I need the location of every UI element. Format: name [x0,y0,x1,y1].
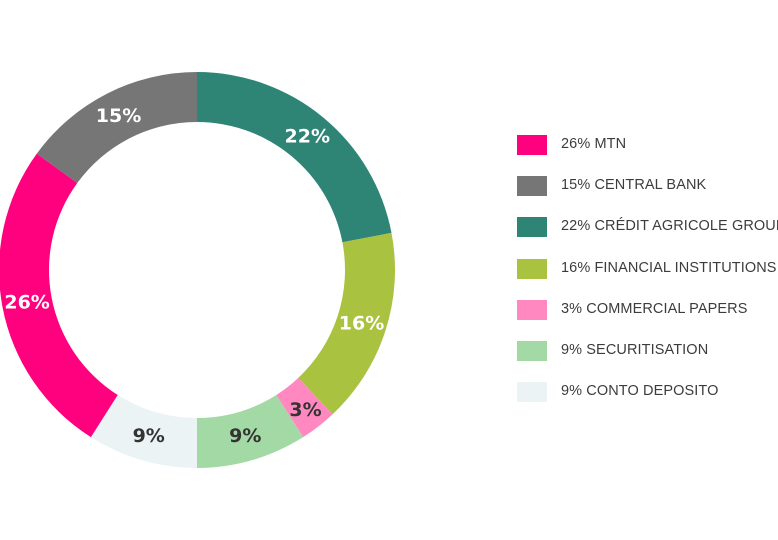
legend-swatch [517,217,547,238]
slice-financial-institutions [298,232,395,415]
slice-label-conto-deposito: 9% [133,425,165,447]
slice-label-securitisation: 9% [229,425,261,447]
legend-label: 22% CRÉDIT AGRICOLE GROUP [561,218,778,235]
legend-item: 9% CONTO DEPOSITO [517,382,778,423]
slice-central-bank [36,72,197,184]
slice-label-commercial-papers: 3% [289,399,321,421]
legend-label: 15% CENTRAL BANK [561,177,707,194]
legend-item: 22% CRÉDIT AGRICOLE GROUP [517,217,778,258]
legend-item: 9% SECURITISATION [517,340,778,382]
slice-label-financial-institutions: 16% [339,313,384,335]
slice-label-central-bank: 15% [96,105,141,127]
legend-swatch [517,135,547,155]
slice-label-mtn: 26% [4,291,49,313]
legend-label: 16% FINANCIAL INSTITUTIONS [561,259,777,276]
legend-swatch [517,382,547,403]
legend-item: 3% COMMERCIAL PAPERS [517,299,778,341]
slice-securitisation [197,394,304,468]
legend-swatch [517,176,547,197]
legend-item: 16% FINANCIAL INSTITUTIONS [517,258,778,300]
chart-legend: 26% MTN 15% CENTRAL BANK 22% CRÉDIT AGRICO… [517,135,778,423]
donut-plot: 22% 16% 3% 9% 9% 26% 15% [0,72,395,468]
legend-swatch [517,299,547,320]
slice-commercial-papers [276,377,333,438]
legend-label: 26% MTN [561,136,627,152]
slice-label-credit-agricole-group: 22% [285,126,330,148]
slice-conto-deposito [90,394,197,468]
legend-item: 15% CENTRAL BANK [517,176,778,217]
legend-label: 9% SECURITISATION [561,341,709,358]
legend-swatch [517,340,547,361]
slice-mtn [0,153,118,438]
legend-label: 9% CONTO DEPOSITO [561,383,719,400]
legend-swatch [517,258,547,279]
slice-credit-agricole-group [197,72,392,243]
legend-label: 3% COMMERCIAL PAPERS [561,300,748,317]
legend-item: 26% MTN [517,135,778,176]
